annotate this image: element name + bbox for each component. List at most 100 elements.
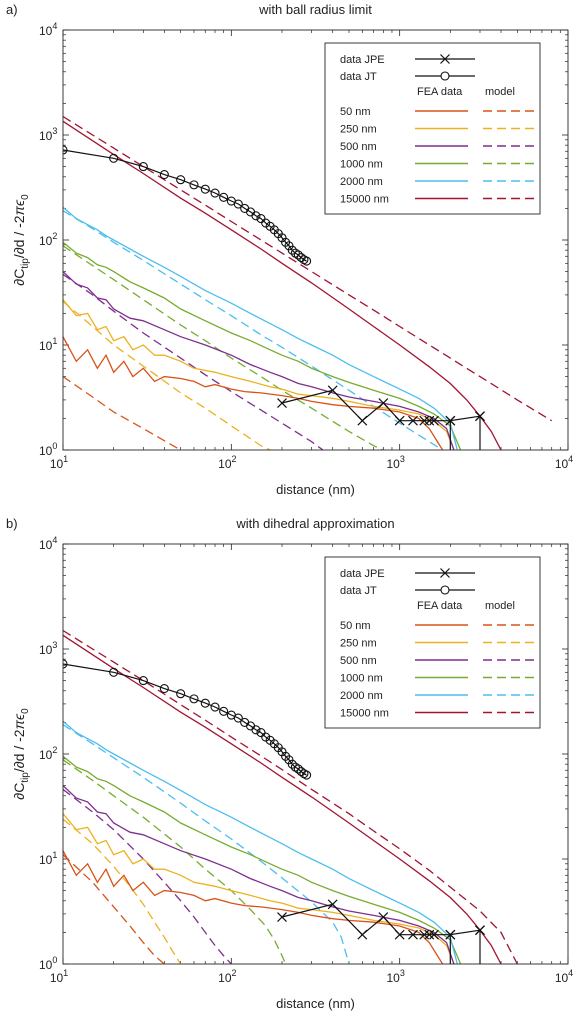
x-tick-base: 10 <box>218 971 232 985</box>
y-label-part: /∂d / -2 <box>11 215 27 258</box>
y-tick-base: 10 <box>39 444 53 458</box>
legend-series-label: 250 nm <box>340 124 377 136</box>
model-line-2000nm <box>63 724 350 964</box>
x-tick-exp: 2 <box>232 968 237 978</box>
y-tick-label: 101 <box>39 850 57 867</box>
legend-series-label: 1000 nm <box>340 673 383 685</box>
fea-line-2000nm <box>63 720 458 964</box>
y-tick-label: 101 <box>39 336 57 353</box>
fea-line-15000nm <box>63 120 502 450</box>
x-tick-label: 103 <box>386 454 404 471</box>
plot-area <box>63 629 518 964</box>
data-jpe-point <box>475 925 485 936</box>
model-line-15000nm <box>63 629 518 964</box>
data-jt-point <box>233 199 243 209</box>
data-jt-point <box>138 162 148 172</box>
x-axis-label: distance (nm) <box>276 996 355 1011</box>
y-tick-exp: 3 <box>52 640 57 650</box>
x-tick-exp: 3 <box>400 454 405 464</box>
minor-ticks <box>63 30 568 450</box>
legend-o-marker <box>440 585 450 595</box>
data-jt-point <box>200 698 210 708</box>
model-line-250nm <box>63 818 182 964</box>
y-label-part: ∂C <box>11 783 27 800</box>
x-tick-base: 10 <box>386 971 400 985</box>
chart-title: with dihedral approximation <box>235 516 394 531</box>
x-tick-base: 10 <box>555 971 569 985</box>
y-tick-label: 104 <box>39 535 57 552</box>
x-tick-exp: 3 <box>400 968 405 978</box>
y-label-eps: ϵ <box>11 199 27 206</box>
data-jt-point <box>189 180 199 190</box>
data-jt-point <box>287 245 297 255</box>
x-tick-base: 10 <box>218 457 232 471</box>
model-line-500nm <box>63 788 232 964</box>
data-jt-point <box>210 702 220 712</box>
legend-series-label: 2000 nm <box>340 176 383 188</box>
y-tick-base: 10 <box>39 958 53 972</box>
model-line-50nm <box>63 376 182 450</box>
x-tick-exp: 4 <box>568 968 573 978</box>
data-jt-point <box>210 188 220 198</box>
legend-series-label: 500 nm <box>340 141 377 153</box>
data-jt-point <box>293 250 303 260</box>
y-tick-base: 10 <box>39 129 53 143</box>
y-tick-label: 102 <box>39 745 57 762</box>
legend: data JPE data JT FEA data model 50 nm 250 nm 5… <box>324 42 541 215</box>
data-jpe-point <box>394 929 405 940</box>
panel-label: b) <box>6 516 18 531</box>
x-tick-label: 102 <box>218 454 236 471</box>
x-axis-label: distance (nm) <box>276 482 355 497</box>
x-tick-label: 104 <box>555 454 573 471</box>
legend-label: data JT <box>340 585 377 597</box>
data-jpe-point <box>445 415 456 426</box>
y-tick-exp: 4 <box>52 21 57 31</box>
data-jt-point <box>159 684 169 694</box>
x-tick-exp: 1 <box>63 454 68 464</box>
fea-line-250nm <box>63 299 455 450</box>
data-jt-line <box>63 663 307 776</box>
data-jpe-point <box>419 415 430 426</box>
chart-title: with ball radius limit <box>258 2 372 17</box>
data-jt-line <box>63 149 307 262</box>
model-line-15000nm <box>63 115 553 422</box>
fea-line-250nm <box>63 813 455 964</box>
x-tick-label: 104 <box>555 968 573 985</box>
data-jpe-point <box>419 929 430 940</box>
fea-line-15000nm <box>63 634 502 964</box>
y-label-pi: π <box>11 205 27 215</box>
legend-series-label: 50 nm <box>340 106 371 118</box>
y-label-sub: 0 <box>20 708 31 714</box>
y-tick-base: 10 <box>39 748 53 762</box>
model-line-1000nm <box>63 245 384 450</box>
data-jpe-point <box>357 415 368 426</box>
data-jpe-point <box>277 398 287 408</box>
fea-line-50nm <box>63 336 444 450</box>
y-tick-exp: 1 <box>52 850 57 860</box>
y-tick-base: 10 <box>39 24 53 38</box>
y-tick-base: 10 <box>39 538 53 552</box>
y-tick-base: 10 <box>39 234 53 248</box>
data-jt-point <box>159 170 169 180</box>
legend-label: data JPE <box>340 54 385 66</box>
y-tick-exp: 0 <box>52 955 57 965</box>
data-jpe-point <box>429 929 439 940</box>
data-jpe-point <box>429 415 439 426</box>
model-line-1000nm <box>63 759 287 964</box>
x-tick-exp: 4 <box>568 454 573 464</box>
legend-col-header: FEA data <box>417 600 463 612</box>
data-jt-point <box>176 689 186 699</box>
y-axis-label: ∂Ctip/∂d / -2πϵ0 <box>11 708 31 800</box>
data-jpe-point <box>475 411 485 422</box>
y-tick-base: 10 <box>39 339 53 353</box>
y-tick-base: 10 <box>39 853 53 867</box>
data-jt-point <box>63 659 68 669</box>
x-tick-base: 10 <box>50 971 64 985</box>
y-label-pi: π <box>11 719 27 729</box>
data-jpe-point <box>408 415 418 426</box>
legend-x-marker <box>440 54 450 64</box>
x-tick-label: 101 <box>50 968 68 985</box>
plot-area <box>63 115 553 450</box>
legend-series-label: 50 nm <box>340 620 371 632</box>
